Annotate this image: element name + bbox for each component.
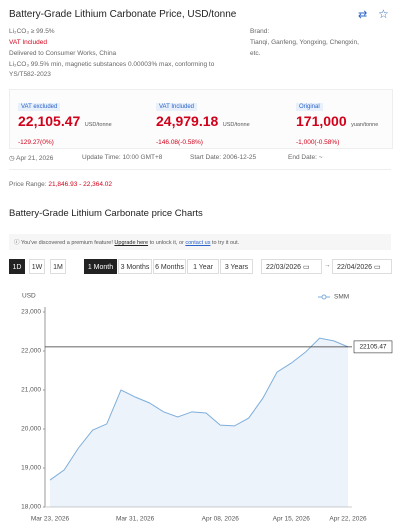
legend-label: SMM — [334, 294, 349, 301]
spec: VAT Included — [9, 39, 47, 46]
title: Battery-Grade Lithium Carbonate Price, U… — [9, 9, 237, 20]
x-tick-label: Apr 22, 2026 — [329, 516, 367, 523]
x-tick-label: Apr 08, 2026 — [202, 516, 240, 523]
start: Start Date: 2006-12-25 — [190, 154, 257, 161]
y-tick-label: 23,000 — [21, 309, 41, 316]
change: -146.08(-0.58%) — [156, 139, 203, 146]
badge: VAT excluded — [18, 103, 61, 111]
range-btn[interactable]: 3 Months — [118, 259, 152, 274]
arrow: → — [324, 262, 331, 269]
change: -129.27(0%) — [18, 139, 54, 146]
update: Update Time: 10:00 GMT+8 — [82, 154, 163, 161]
y-tick-label: 20,000 — [21, 426, 41, 433]
compare-icon[interactable]: ⇄ — [358, 9, 368, 21]
price-card: Original 171,000 yuan/tonne -1,000(-0.58%) — [296, 95, 400, 146]
price-card: VAT Included 24,979.18 USD/tonne -146.08(-… — [156, 95, 276, 146]
area-fill — [50, 338, 348, 507]
badge: Original — [296, 103, 323, 111]
notice: ⓘ You've discovered a premium feature! U… — [14, 240, 240, 246]
price: 22,105.47 — [18, 113, 81, 129]
favorite-icon[interactable]: ☆ — [378, 7, 389, 21]
legend-dot — [321, 294, 327, 300]
brand: Tianqi, Ganfeng, Yongxing, Chengxin, — [250, 39, 359, 46]
badge: VAT Included — [156, 103, 198, 111]
reference-box — [353, 340, 393, 354]
notice-text: to unlock it, or — [149, 240, 184, 246]
date-to[interactable]: 22/04/2026 ▭ — [332, 259, 392, 274]
y-tick-label: 19,000 — [21, 465, 41, 472]
x-tick-label: Mar 31, 2026 — [116, 516, 155, 523]
reference-label: 22105.47 — [359, 344, 386, 351]
date: ◷ Apr 21, 2026 — [9, 155, 54, 162]
range-btn[interactable]: 1 Month — [84, 259, 117, 274]
spec: Li₂CO₃ 99.5% min, magnetic substances 0.… — [9, 61, 215, 68]
chart: USD SMM 18,000 19,000 20,000 21,000 22,000 23,0… — [21, 293, 393, 523]
tab[interactable]: 1W — [29, 259, 45, 274]
divider — [9, 169, 391, 170]
range-btn[interactable]: 1 Year — [187, 259, 219, 274]
section-title: Battery-Grade Lithium Carbonate price Ch… — [9, 208, 203, 219]
price-range: Price Range: 21,846.93 - 22,364.02 — [9, 181, 112, 188]
spec: Delivered to Consumer Works, China — [9, 50, 117, 57]
price: 171,000 — [296, 113, 347, 129]
price-card: VAT excluded 22,105.47 USD/tonne -129.27(0… — [18, 95, 138, 146]
date-text: 22/03/2026 — [266, 264, 302, 271]
spec: Li₂CO₃ ≥ 99.5% — [9, 28, 55, 35]
notice-box — [9, 234, 391, 250]
x-tick-label: Mar 23, 2026 — [31, 516, 70, 523]
range-value: 21,846.93 - 22,364.02 — [48, 181, 113, 188]
y-tick-label: 18,000 — [21, 504, 41, 511]
x-tick-label: Apr 15, 2026 — [273, 516, 311, 523]
notice-text: to try it out. — [211, 240, 240, 246]
tab[interactable]: 1D — [9, 259, 25, 274]
series-line — [49, 337, 349, 481]
date-from[interactable]: 22/03/2026 ▭ — [261, 259, 322, 274]
y-tick-label: 21,000 — [21, 387, 41, 394]
range-btn[interactable]: 3 Years — [220, 259, 253, 274]
y-tick-label: 22,000 — [21, 348, 41, 355]
y-axis-label: USD — [22, 293, 36, 300]
upgrade-link[interactable]: Upgrade here — [114, 240, 149, 246]
brand-label: Brand: — [250, 28, 270, 35]
spec: YS/T582-2023 — [9, 71, 51, 78]
end: End Date: ~ — [288, 154, 323, 161]
range-btn[interactable]: 6 Months — [153, 259, 186, 274]
range-label: Price Range: — [9, 181, 47, 188]
brand: etc. — [250, 50, 261, 57]
price-panel — [9, 89, 393, 149]
unit: USD/tonne — [222, 122, 250, 128]
notice-text: You've discovered a premium feature! — [20, 240, 113, 246]
change: -1,000(-0.58%) — [296, 139, 340, 146]
unit: yuan/tonne — [351, 122, 379, 128]
date-text: Apr 21, 2026 — [16, 155, 54, 162]
price: 24,979.18 — [156, 113, 219, 129]
contact-link[interactable]: contact us — [185, 240, 211, 246]
date-text: 22/04/2026 — [337, 264, 373, 271]
unit: USD/tonne — [84, 122, 112, 128]
tab[interactable]: 1M — [50, 259, 66, 274]
